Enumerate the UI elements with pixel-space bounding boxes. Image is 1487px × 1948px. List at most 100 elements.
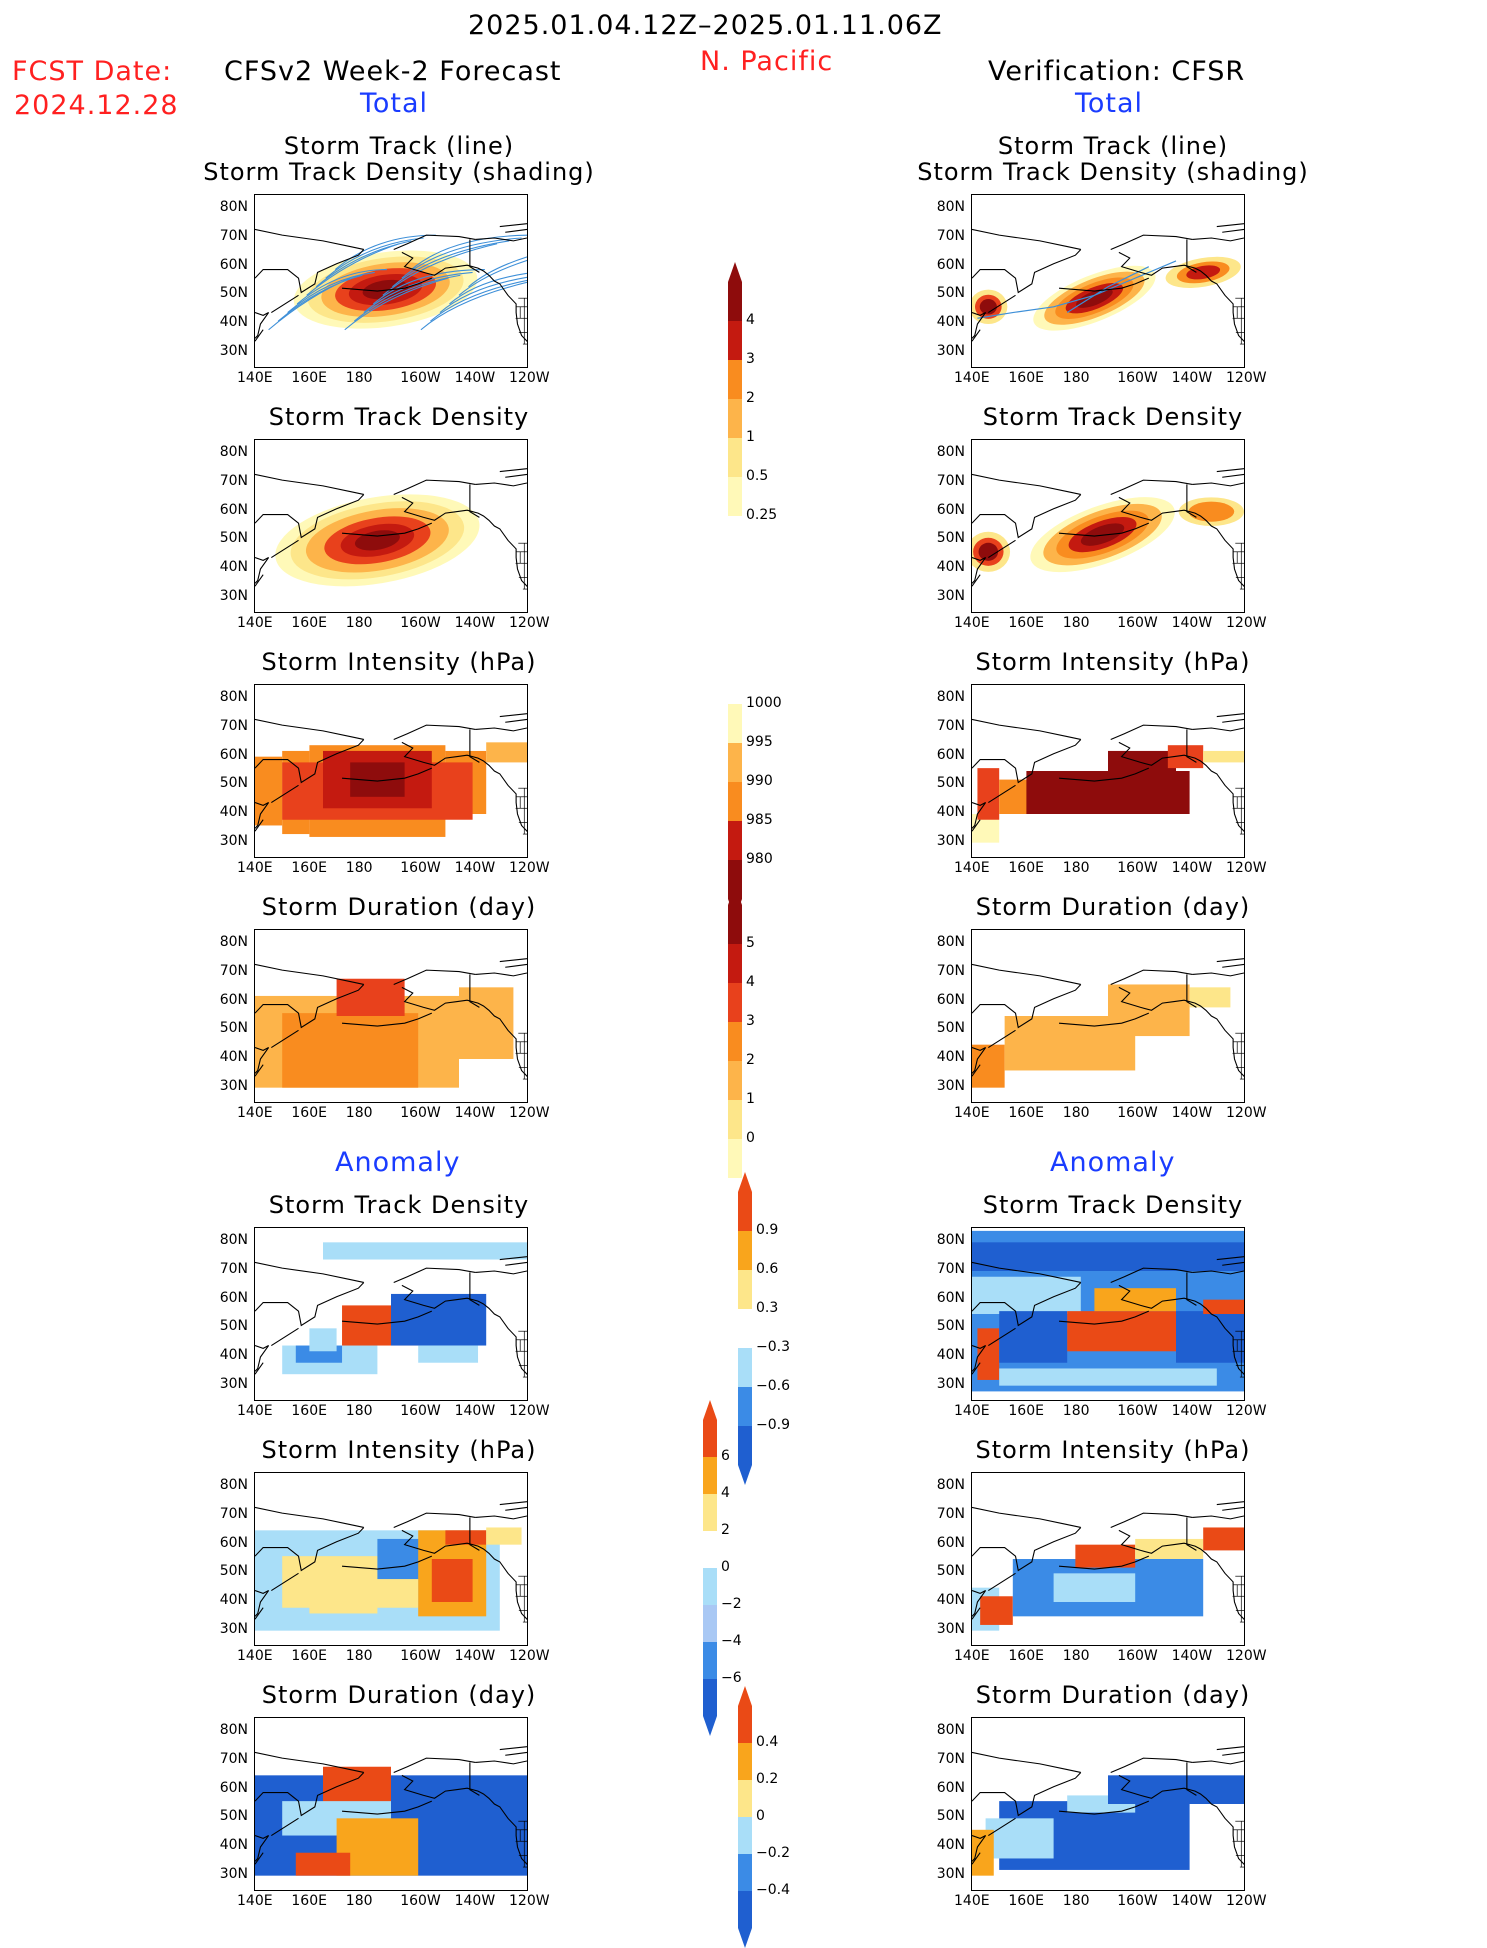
lon-tick-label: 140W xyxy=(454,860,496,876)
lon-tick-label: 120W xyxy=(1226,1105,1267,1121)
colorbar-duration-total-bar xyxy=(728,885,742,1178)
lat-tick-label: 80N xyxy=(219,199,248,216)
lat-tick-label: 80N xyxy=(936,1477,965,1494)
lat-tick-label: 40N xyxy=(936,1049,965,1065)
panel-title-intensity-left: Storm Intensity (hPa) xyxy=(261,648,537,676)
lon-tick-label: 160E xyxy=(291,1105,327,1121)
map-density-forecast xyxy=(254,439,528,613)
lon-tick-label: 160W xyxy=(400,1403,441,1419)
lon-tick-label: 140W xyxy=(454,615,496,631)
lat-tick-label: 50N xyxy=(936,775,965,792)
lon-tick-label: 180 xyxy=(345,370,373,386)
colorbar-tick-label: 990 xyxy=(746,773,773,789)
lat-tick-label: 30N xyxy=(936,1865,965,1882)
lat-tick-label: 70N xyxy=(219,1506,248,1522)
lon-tick-label: 160E xyxy=(1008,1893,1044,1909)
lat-tick-label: 70N xyxy=(936,473,965,489)
lon-tick-label: 140E xyxy=(237,1893,273,1909)
lon-tick-label: 160W xyxy=(1117,1403,1158,1419)
lon-tick-label: 180 xyxy=(1062,615,1090,631)
colorbar-density-total: 4 3 2 1 0.5 0.25 xyxy=(720,262,800,555)
lat-tick-label: 30N xyxy=(936,1077,965,1094)
map-track-forecast xyxy=(254,194,528,368)
lon-tick-label: 120W xyxy=(1226,1648,1267,1664)
lon-tick-label: 180 xyxy=(345,860,373,876)
lon-tick-label: 140W xyxy=(454,1403,496,1419)
lat-tick-label: 30N xyxy=(219,1620,248,1637)
lon-tick-label: 140E xyxy=(237,860,273,876)
lon-tick-label: 160E xyxy=(1008,1403,1044,1419)
colorbar-tick-label: −4 xyxy=(721,1633,742,1649)
lat-tick-label: 70N xyxy=(219,228,248,244)
map-duration-forecast-field xyxy=(255,958,527,1088)
lon-tick-label: 160W xyxy=(400,370,441,386)
lat-tick-label: 30N xyxy=(936,1375,965,1392)
map-intensity-verification xyxy=(971,684,1245,858)
lon-tick-label: 140W xyxy=(1171,1105,1213,1121)
lon-tick-label: 160E xyxy=(1008,860,1044,876)
lon-tick-label: 140W xyxy=(1171,860,1213,876)
lat-tick-label: 70N xyxy=(219,1751,248,1767)
lat-tick-label: 60N xyxy=(936,501,965,518)
colorbar-tick-label: 2 xyxy=(721,1522,730,1538)
lon-tick-label: 160W xyxy=(1117,1105,1158,1121)
lat-tick-label: 30N xyxy=(219,1375,248,1392)
lon-tick-label: 140W xyxy=(454,1105,496,1121)
lon-tick-label: 120W xyxy=(1226,860,1267,876)
map-duration-verification xyxy=(971,929,1245,1103)
colorbar-duration-total: 5 4 3 2 1 0 xyxy=(720,885,800,1178)
period-title: 2025.01.04.12Z–2025.01.11.06Z xyxy=(468,10,943,41)
map-density-anom-verification-field xyxy=(972,1230,1244,1392)
lon-tick-label: 140W xyxy=(454,1648,496,1664)
colorbar-tick-label: 4 xyxy=(746,974,755,990)
lon-tick-label: 120W xyxy=(509,370,550,386)
lat-tick-label: 80N xyxy=(219,1477,248,1494)
map-duration-anom-forecast-field xyxy=(255,1746,527,1876)
lat-tick-label: 40N xyxy=(936,1592,965,1608)
map-intensity-verification-field xyxy=(972,713,1244,843)
lat-tick-label: 50N xyxy=(219,530,248,547)
lon-tick-label: 160E xyxy=(291,370,327,386)
lat-tick-label: 80N xyxy=(936,934,965,951)
map-duration-anom-forecast xyxy=(254,1717,528,1891)
panel-title-track-left-1: Storm Track (line) xyxy=(283,132,515,160)
lat-tick-label: 80N xyxy=(219,689,248,706)
lon-tick-label: 160E xyxy=(1008,370,1044,386)
lon-tick-label: 140E xyxy=(954,615,990,631)
right-total-label: Total xyxy=(1075,88,1144,119)
lat-tick-label: 60N xyxy=(936,256,965,273)
panel-title-track-right-1: Storm Track (line) xyxy=(997,132,1229,160)
colorbar-tick-label: 3 xyxy=(746,1013,755,1029)
lon-tick-label: 160E xyxy=(291,1403,327,1419)
map-density-verification-field xyxy=(972,468,1244,590)
lat-tick-label: 40N xyxy=(936,804,965,820)
lon-tick-label: 140E xyxy=(237,615,273,631)
map-intensity-anom-forecast-field xyxy=(255,1501,527,1631)
lat-tick-label: 30N xyxy=(936,832,965,849)
lat-tick-label: 70N xyxy=(936,1506,965,1522)
lon-tick-label: 160W xyxy=(400,615,441,631)
colorbar-intensity-total-bar xyxy=(728,665,742,919)
lon-tick-label: 140W xyxy=(1171,1403,1213,1419)
colorbar-density-anom-bar xyxy=(738,1172,752,1485)
lon-tick-label: 160W xyxy=(400,860,441,876)
lat-tick-label: 50N xyxy=(936,1020,965,1037)
lat-tick-label: 50N xyxy=(936,1318,965,1335)
lat-tick-label: 80N xyxy=(936,199,965,216)
lat-tick-label: 30N xyxy=(219,342,248,359)
lat-tick-label: 30N xyxy=(219,832,248,849)
lat-tick-label: 60N xyxy=(219,256,248,273)
lon-tick-label: 140E xyxy=(237,1105,273,1121)
lon-tick-label: 160W xyxy=(1117,1893,1158,1909)
map-density-verification xyxy=(971,439,1245,613)
lon-tick-label: 120W xyxy=(509,860,550,876)
colorbar-intensity-total: 1000 995 990 985 980 xyxy=(720,645,800,919)
lat-tick-label: 40N xyxy=(219,1347,248,1363)
lon-tick-label: 160W xyxy=(400,1648,441,1664)
left-column-title: CFSv2 Week-2 Forecast xyxy=(224,56,562,87)
lon-tick-label: 180 xyxy=(1062,1648,1090,1664)
lat-tick-label: 50N xyxy=(936,285,965,302)
colorbar-tick-label: 0.3 xyxy=(756,1300,779,1316)
panel-title-density-left: Storm Track Density xyxy=(268,403,530,431)
lon-tick-label: 160W xyxy=(400,1105,441,1121)
